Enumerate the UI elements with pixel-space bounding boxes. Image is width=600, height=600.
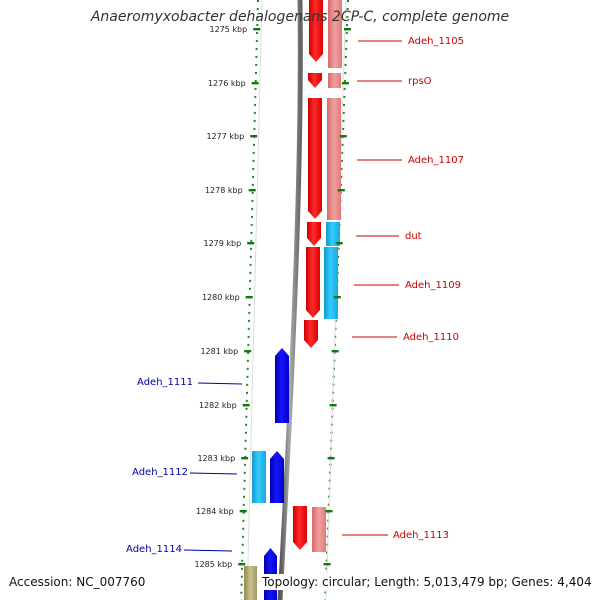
tick-mark (250, 135, 258, 138)
gene-adeh-1105-cds (309, 0, 323, 62)
tick-label: 1276 kbp (208, 79, 246, 88)
gene-adeh-1113-rna (312, 507, 326, 552)
tick-mark (251, 82, 259, 85)
tick-label: 1283 kbp (197, 454, 235, 463)
gene-rpso-rna (328, 73, 341, 88)
gene-adeh-1107-rna (327, 98, 341, 220)
accession-text: Accession: NC_007760 (6, 574, 149, 590)
tick-label: 1285 kbp (195, 560, 233, 569)
gene-adeh-1110-cds (304, 320, 318, 348)
outer-tick-mark (335, 242, 343, 245)
outer-tick-mark (325, 510, 333, 513)
outer-tick-mark (337, 189, 345, 192)
gene-label-adeh-1114[interactable]: Adeh_1114 (126, 544, 182, 555)
label-leader-line (197, 382, 243, 385)
tick-mark (238, 563, 246, 566)
gene-label-adeh-1107[interactable]: Adeh_1107 (408, 155, 464, 166)
gene-adeh-1113-cds (293, 506, 307, 550)
gene-adeh-1112-cds (270, 451, 284, 503)
label-leader-line (183, 549, 233, 552)
tick-label: 1282 kbp (199, 401, 237, 410)
gene-adeh-1112-rna (252, 451, 266, 503)
tick-mark (253, 28, 261, 31)
olive-feature (244, 566, 257, 600)
gene-features (244, 0, 342, 600)
tick-label: 1284 kbp (196, 507, 234, 516)
gene-label-adeh-1111[interactable]: Adeh_1111 (137, 377, 193, 388)
inner-ring-outline (246, 0, 263, 600)
outer-tick-mark (329, 404, 337, 407)
tick-mark (241, 457, 249, 460)
gene-adeh-1105-rna (328, 0, 342, 68)
outer-tick-mark (331, 350, 339, 353)
tick-mark (242, 404, 250, 407)
gene-dut-cds (307, 222, 321, 246)
gene-rpso-cds (308, 73, 322, 88)
kbp-ticks: 1275 kbp 1276 kbp 1277 kbp 1278 kbp 1279 kbp… (195, 25, 351, 569)
gene-label-adeh-1112[interactable]: Adeh_1112 (132, 467, 188, 478)
genome-backbone (277, 0, 303, 600)
gene-label-adeh-1105[interactable]: Adeh_1105 (408, 36, 464, 47)
tick-mark (244, 350, 252, 353)
outer-tick-mark (341, 82, 349, 85)
tick-mark (245, 296, 253, 299)
outer-tick-mark (333, 296, 341, 299)
gene-label-rpso[interactable]: rpsO (408, 76, 432, 87)
tick-label: 1277 kbp (206, 132, 244, 141)
map-title: Anaeromyxobacter dehalogenans 2CP-C, com… (90, 9, 510, 25)
gene-adeh-1111-cds (275, 348, 289, 423)
gene-adeh-1109-rna (324, 247, 338, 319)
gene-label-adeh-1113[interactable]: Adeh_1113 (393, 530, 449, 541)
gene-dut-rna (326, 222, 340, 246)
outer-tick-mark (327, 457, 335, 460)
outer-tick-mark (343, 28, 351, 31)
gene-adeh-1109-cds (306, 247, 320, 318)
gene-adeh-1107-cds (308, 98, 322, 219)
tick-label: 1280 kbp (202, 293, 240, 302)
tick-label: 1281 kbp (200, 347, 238, 356)
label-leader-line (189, 472, 238, 475)
gene-label-adeh-1110[interactable]: Adeh_1110 (403, 332, 459, 343)
outer-tick-mark (339, 135, 347, 138)
gene-label-dut[interactable]: dut (405, 231, 422, 242)
tick-mark (247, 242, 255, 245)
tick-mark (248, 189, 256, 192)
backbone-line (277, 0, 303, 600)
tick-label: 1279 kbp (203, 239, 241, 248)
outer-tick-mark (323, 563, 331, 566)
tick-label: 1278 kbp (205, 186, 243, 195)
tick-label: 1275 kbp (209, 25, 247, 34)
genome-summary-text: Topology: circular; Length: 5,013,479 bp… (259, 574, 595, 590)
tick-mark (239, 510, 247, 513)
gene-label-adeh-1109[interactable]: Adeh_1109 (405, 280, 461, 291)
